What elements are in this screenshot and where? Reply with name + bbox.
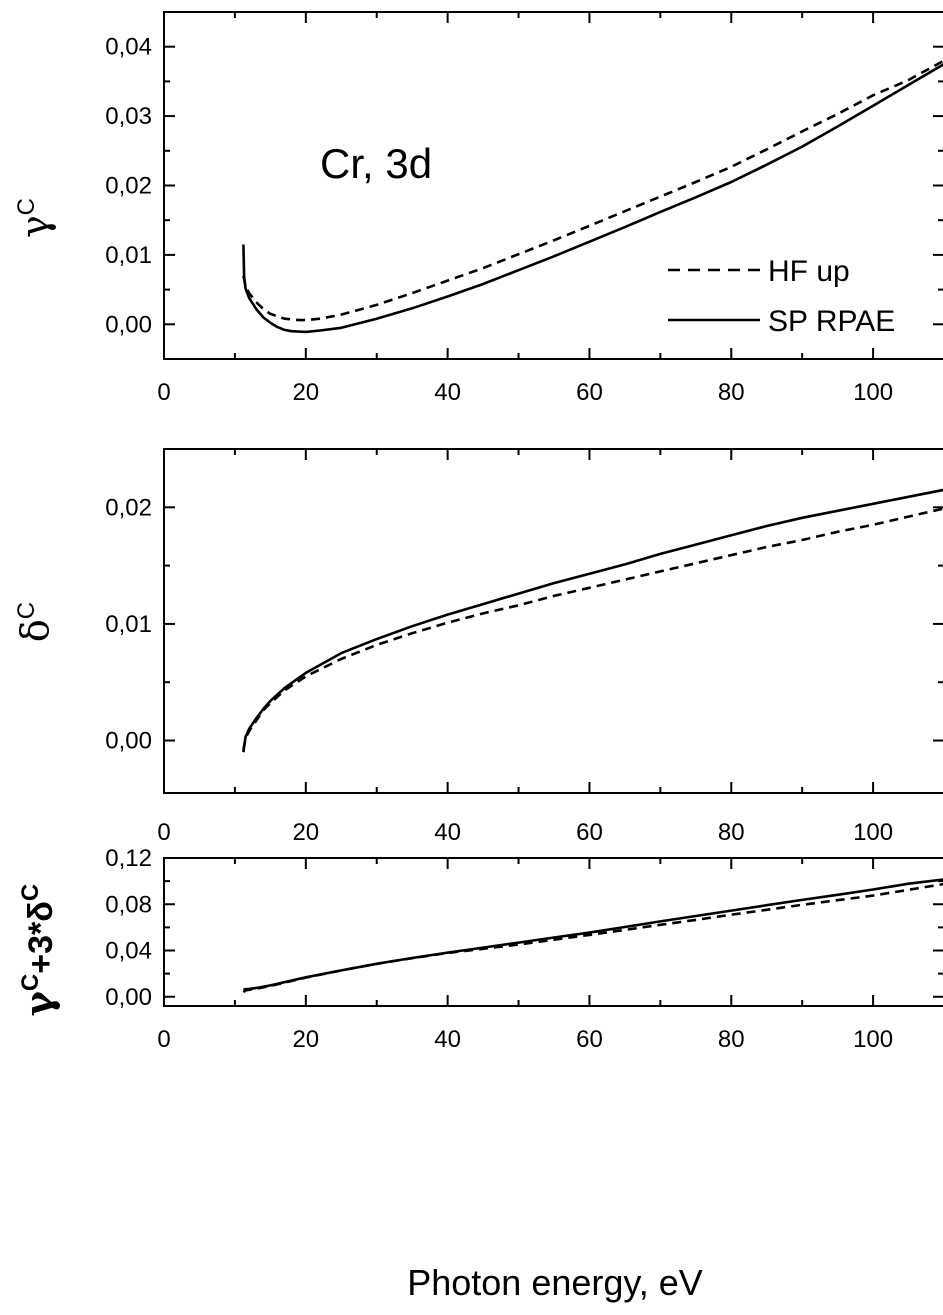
series-line-sp-rpae xyxy=(243,878,943,992)
series-line-sp-rpae xyxy=(242,488,943,753)
x-tick-label: 40 xyxy=(434,819,461,846)
x-tick-label: 100 xyxy=(853,379,893,406)
x-tick-label: 60 xyxy=(576,379,603,406)
legend-label-sp-rpae: SP RPAE xyxy=(768,305,895,338)
x-axis-title: Photon energy, eV xyxy=(407,1262,703,1303)
panel-gamma-c: 0 20 40 60 80 100 0,00 0,01 0,02 0,03 0,04 γC Cr, … xyxy=(13,11,943,406)
tick-labels-gamma-c: 0 20 40 60 80 100 0,00 0,01 0,02 0,03 0,04 xyxy=(105,34,893,406)
ylabel-combined: γC+3*δC xyxy=(16,884,61,1016)
y-tick-label: 0,00 xyxy=(105,728,152,755)
axes-gamma-c xyxy=(163,11,943,360)
panel-delta-c: 0 20 40 60 80 100 0,00 0,01 0,02 δC xyxy=(13,448,943,846)
x-tick-label: 40 xyxy=(434,1026,461,1053)
y-tick-label: 0,00 xyxy=(105,311,152,338)
x-tick-label: 60 xyxy=(576,1026,603,1053)
x-tick-label: 20 xyxy=(292,1026,319,1053)
y-tick-label: 0,12 xyxy=(105,845,152,872)
curves-gamma-c xyxy=(242,59,943,334)
plot-frame xyxy=(163,448,943,794)
y-tick-label: 0,01 xyxy=(105,242,152,269)
y-tick-label: 0,08 xyxy=(105,891,152,918)
x-tick-label: 20 xyxy=(292,379,319,406)
axes-delta-c xyxy=(163,448,943,794)
x-tick-label: 0 xyxy=(157,1026,170,1053)
y-tick-label: 0,04 xyxy=(105,938,152,965)
x-tick-label: 40 xyxy=(434,379,461,406)
tick-labels-delta-c: 0 20 40 60 80 100 0,00 0,01 0,02 xyxy=(105,494,893,846)
y-tick-label: 0,01 xyxy=(105,611,152,638)
curves-combined xyxy=(242,878,943,994)
series-line-hf-up xyxy=(242,507,943,751)
x-tick-label: 60 xyxy=(576,819,603,846)
y-tick-label: 0,04 xyxy=(105,34,152,61)
x-tick-label: 20 xyxy=(292,819,319,846)
tick-labels-combined: 0 20 40 60 80 100 0,00 0,04 0,08 0,12 xyxy=(105,845,893,1053)
axes-combined xyxy=(163,857,943,1007)
x-tick-label: 100 xyxy=(853,819,893,846)
panel-combined: 0 20 40 60 80 100 0,00 0,04 0,08 0,12 γC+3*δC Pho… xyxy=(16,845,943,1303)
x-tick-label: 80 xyxy=(718,819,745,846)
x-tick-label: 80 xyxy=(718,379,745,406)
legend: HF up SP RPAE xyxy=(668,255,895,338)
y-tick-label: 0,03 xyxy=(105,103,152,130)
ylabel-gamma-c: γC xyxy=(13,198,57,238)
x-tick-label: 0 xyxy=(157,819,170,846)
y-tick-label: 0,02 xyxy=(105,173,152,200)
x-tick-label: 100 xyxy=(853,1026,893,1053)
y-tick-label: 0,02 xyxy=(105,494,152,521)
curves-delta-c xyxy=(242,488,943,753)
y-tick-label: 0,00 xyxy=(105,984,152,1011)
plot-frame xyxy=(163,857,943,1007)
x-tick-label: 80 xyxy=(718,1026,745,1053)
x-tick-label: 0 xyxy=(157,379,170,406)
series-line-hf-up xyxy=(242,882,943,994)
ylabel-delta-c: δC xyxy=(13,602,57,642)
series-line-sp-rpae xyxy=(242,63,943,334)
legend-label-hf-up: HF up xyxy=(768,255,850,288)
annotation-cr-3d: Cr, 3d xyxy=(320,140,432,187)
